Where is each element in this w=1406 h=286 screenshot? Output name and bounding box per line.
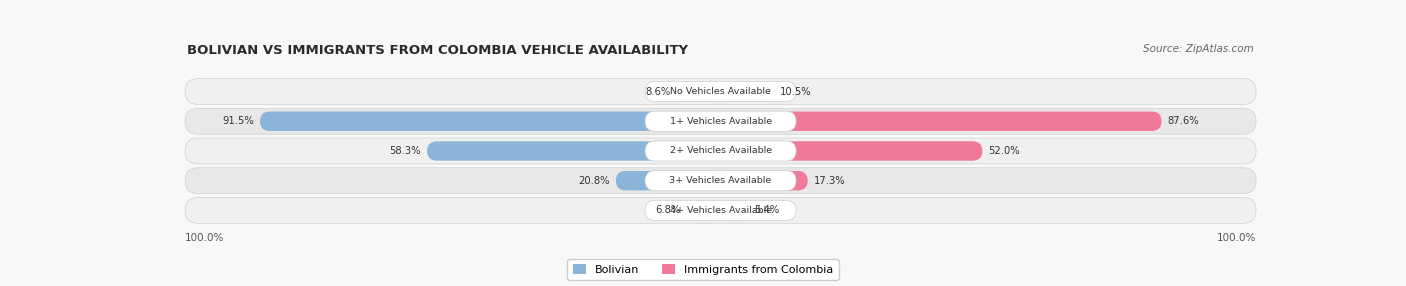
FancyBboxPatch shape <box>645 171 796 191</box>
Text: Source: ZipAtlas.com: Source: ZipAtlas.com <box>1143 43 1254 53</box>
FancyBboxPatch shape <box>186 138 1256 164</box>
Text: 4+ Vehicles Available: 4+ Vehicles Available <box>669 206 772 215</box>
Text: 91.5%: 91.5% <box>222 116 253 126</box>
Text: 58.3%: 58.3% <box>389 146 420 156</box>
Text: 100.0%: 100.0% <box>1216 233 1256 243</box>
FancyBboxPatch shape <box>186 197 1256 223</box>
Text: 6.8%: 6.8% <box>655 205 681 215</box>
Text: 8.6%: 8.6% <box>645 87 671 97</box>
FancyBboxPatch shape <box>427 141 721 161</box>
FancyBboxPatch shape <box>721 141 983 161</box>
FancyBboxPatch shape <box>678 82 721 101</box>
Legend: Bolivian, Immigrants from Colombia: Bolivian, Immigrants from Colombia <box>567 259 839 281</box>
Text: 20.8%: 20.8% <box>578 176 610 186</box>
Text: No Vehicles Available: No Vehicles Available <box>671 87 770 96</box>
FancyBboxPatch shape <box>721 171 807 190</box>
FancyBboxPatch shape <box>645 111 796 131</box>
FancyBboxPatch shape <box>186 168 1256 194</box>
Text: 17.3%: 17.3% <box>814 176 845 186</box>
FancyBboxPatch shape <box>645 200 796 221</box>
Text: 10.5%: 10.5% <box>780 87 811 97</box>
Text: 5.4%: 5.4% <box>754 205 779 215</box>
FancyBboxPatch shape <box>260 112 721 131</box>
Text: 2+ Vehicles Available: 2+ Vehicles Available <box>669 146 772 156</box>
FancyBboxPatch shape <box>686 201 721 220</box>
FancyBboxPatch shape <box>186 108 1256 134</box>
FancyBboxPatch shape <box>186 79 1256 104</box>
Text: BOLIVIAN VS IMMIGRANTS FROM COLOMBIA VEHICLE AVAILABILITY: BOLIVIAN VS IMMIGRANTS FROM COLOMBIA VEH… <box>187 43 689 57</box>
Text: 1+ Vehicles Available: 1+ Vehicles Available <box>669 117 772 126</box>
Text: 100.0%: 100.0% <box>186 233 225 243</box>
FancyBboxPatch shape <box>721 201 748 220</box>
FancyBboxPatch shape <box>721 112 1161 131</box>
FancyBboxPatch shape <box>616 171 721 190</box>
FancyBboxPatch shape <box>645 82 796 102</box>
Text: 87.6%: 87.6% <box>1168 116 1199 126</box>
Text: 3+ Vehicles Available: 3+ Vehicles Available <box>669 176 772 185</box>
Text: 52.0%: 52.0% <box>988 146 1021 156</box>
FancyBboxPatch shape <box>645 141 796 161</box>
FancyBboxPatch shape <box>721 82 773 101</box>
